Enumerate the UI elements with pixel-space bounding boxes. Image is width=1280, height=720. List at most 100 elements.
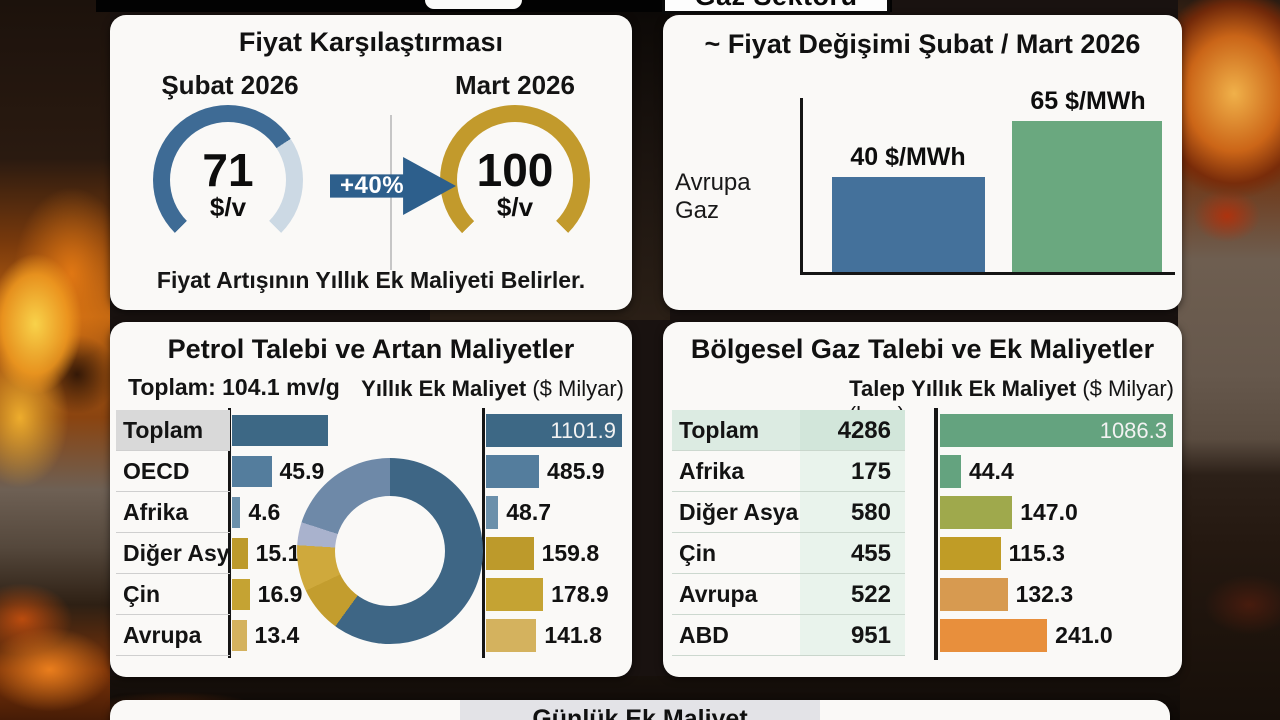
- row-label: Toplam: [116, 410, 230, 451]
- cost-bar-group: 241.0: [940, 619, 1173, 652]
- demand-bar: [232, 415, 328, 446]
- panel-title: Fiyat Karşılaştırması: [238, 27, 504, 57]
- cost-bar: [486, 455, 540, 488]
- x-axis: [800, 272, 1175, 275]
- cost-bar-group: 1101.9: [486, 414, 622, 447]
- gauge-value: 71: [202, 144, 254, 197]
- demand-axis: [228, 408, 231, 658]
- cost-value: 48.7: [506, 499, 551, 525]
- gas-row-toplam: Toplam 4286 1086.3: [663, 410, 1182, 451]
- demand-value: 455: [800, 533, 905, 574]
- mart-gauge: 100 $/v: [440, 105, 590, 255]
- demand-value: 16.9: [257, 581, 303, 607]
- gas-rows: Toplam 4286 1086.3 Afrika 175 44.4 Diğer…: [663, 410, 1182, 656]
- row-label: Toplam: [672, 410, 800, 451]
- cost-bar-group: 485.9: [486, 455, 622, 488]
- cost-bar: [940, 578, 1008, 611]
- bar-value-label: 65 $/MWh: [1030, 87, 1146, 115]
- background-fire-right: [1178, 0, 1280, 720]
- cost-bar-group: 115.3: [940, 537, 1173, 570]
- cost-bar-group: 1086.3: [940, 414, 1173, 447]
- gas-demand-panel: Bölgesel Gaz Talebi ve Ek Maliyetler Tal…: [663, 322, 1182, 677]
- row-label: OECD: [116, 451, 230, 492]
- row-label: Diğer Asya: [672, 492, 800, 533]
- cost-value: 1101.9: [550, 417, 616, 443]
- demand-value: 522: [800, 574, 905, 615]
- cost-bar-group: 132.3: [940, 578, 1173, 611]
- y-axis: [800, 98, 803, 275]
- cost-header-bold: Yıllık Ek Maliyet: [911, 376, 1077, 401]
- daily-cost-panel: Günlük Ek Maliyet: [110, 700, 1170, 720]
- demand-value: 15.1: [255, 540, 301, 566]
- cost-header-bold: Yıllık Ek Maliyet: [361, 376, 527, 401]
- cost-bar-group: 159.8: [486, 537, 622, 570]
- demand-bar: [232, 579, 250, 610]
- bar-fill: [1012, 120, 1162, 272]
- cost-bar-group: 44.4: [940, 455, 1173, 488]
- bar-mart: [1012, 100, 1162, 272]
- background-fire-left: [0, 0, 110, 720]
- cost-value: 132.3: [1015, 581, 1074, 607]
- demand-bar-group: [232, 415, 336, 446]
- row-label: Afrika: [116, 492, 230, 533]
- cost-axis: [934, 408, 938, 660]
- cost-value: 159.8: [541, 540, 600, 566]
- cost-value: 485.9: [547, 458, 605, 484]
- cost-bar-group: 178.9: [486, 578, 622, 611]
- demand-bar-group: 4.6: [232, 497, 336, 528]
- cost-bar: 1101.9: [486, 414, 622, 447]
- row-label: Avrupa: [672, 574, 800, 615]
- cost-value: 147.0: [1020, 499, 1078, 525]
- price-change-panel: ~ Fiyat Değişimi Şubat / Mart 2026 Avrup…: [663, 15, 1182, 310]
- panel-title: Günlük Ek Maliyet: [532, 705, 748, 720]
- cost-bar: [486, 619, 537, 652]
- cost-header-unit: ($ Milyar): [1076, 376, 1174, 401]
- gas-row-afrika: Afrika 175 44.4: [663, 451, 1182, 492]
- oil-row-diger-asya: Diğer Asya 15.1 159.8: [110, 533, 632, 574]
- oil-row-oecd: OECD 45.9 485.9: [110, 451, 632, 492]
- cost-bar-group: 147.0: [940, 496, 1173, 529]
- gauge-unit: $/v: [496, 192, 534, 223]
- cost-value: 178.9: [551, 581, 609, 607]
- row-label: ABD: [672, 615, 800, 656]
- demand-bar: [232, 620, 247, 651]
- oil-row-afrika: Afrika 4.6 48.7: [110, 492, 632, 533]
- cost-header-unit: ($ Milyar): [526, 376, 624, 401]
- bar-value-label: 40 $/MWh: [850, 143, 966, 171]
- oil-demand-panel: Petrol Talebi ve Artan Maliyetler Toplam…: [110, 322, 632, 677]
- cost-axis: [482, 408, 485, 658]
- panel-caption: Fiyat Artışının Yıllık Ek Maliyeti Belir…: [156, 267, 586, 293]
- gauge-hole: [457, 122, 573, 238]
- demand-bar: [232, 497, 241, 528]
- change-percent: +40%: [340, 172, 405, 199]
- row-label: Çin: [116, 574, 230, 615]
- cost-value: 44.4: [968, 458, 1014, 484]
- gauge-label-subat: Şubat 2026: [161, 70, 299, 100]
- gas-row-diger-asya: Diğer Asya 580 147.0: [663, 492, 1182, 533]
- cost-bar: [940, 619, 1048, 652]
- gas-row-abd: ABD 951 241.0: [663, 615, 1182, 656]
- panel-title: ~ Fiyat Değişimi Şubat / Mart 2026: [704, 29, 1141, 59]
- row-label: Afrika: [672, 451, 800, 492]
- category-label: Avrupa Gaz: [675, 169, 751, 224]
- cost-value: 241.0: [1055, 622, 1113, 648]
- bar-subat: [832, 100, 985, 272]
- cost-bar: [486, 537, 534, 570]
- panel-title: Petrol Talebi ve Artan Maliyetler: [167, 334, 575, 364]
- cost-value: 115.3: [1008, 540, 1065, 566]
- cost-bar: [940, 537, 1001, 570]
- demand-bar-group: 45.9: [232, 456, 336, 487]
- gauge-value-group: 100 $/v: [440, 105, 590, 255]
- row-label: Avrupa: [116, 615, 230, 656]
- cost-bar: [940, 496, 1013, 529]
- cost-header: Yıllık Ek Maliyet ($ Milyar): [361, 376, 624, 402]
- gas-row-cin: Çin 455 115.3: [663, 533, 1182, 574]
- demand-value: 951: [800, 615, 905, 656]
- row-label: Çin: [672, 533, 800, 574]
- top-banner-icon: [425, 0, 522, 9]
- demand-bar: [232, 538, 248, 569]
- oil-demand-donut: [297, 458, 483, 644]
- demand-value: 45.9: [279, 458, 325, 484]
- cost-bar-group: 141.8: [486, 619, 622, 652]
